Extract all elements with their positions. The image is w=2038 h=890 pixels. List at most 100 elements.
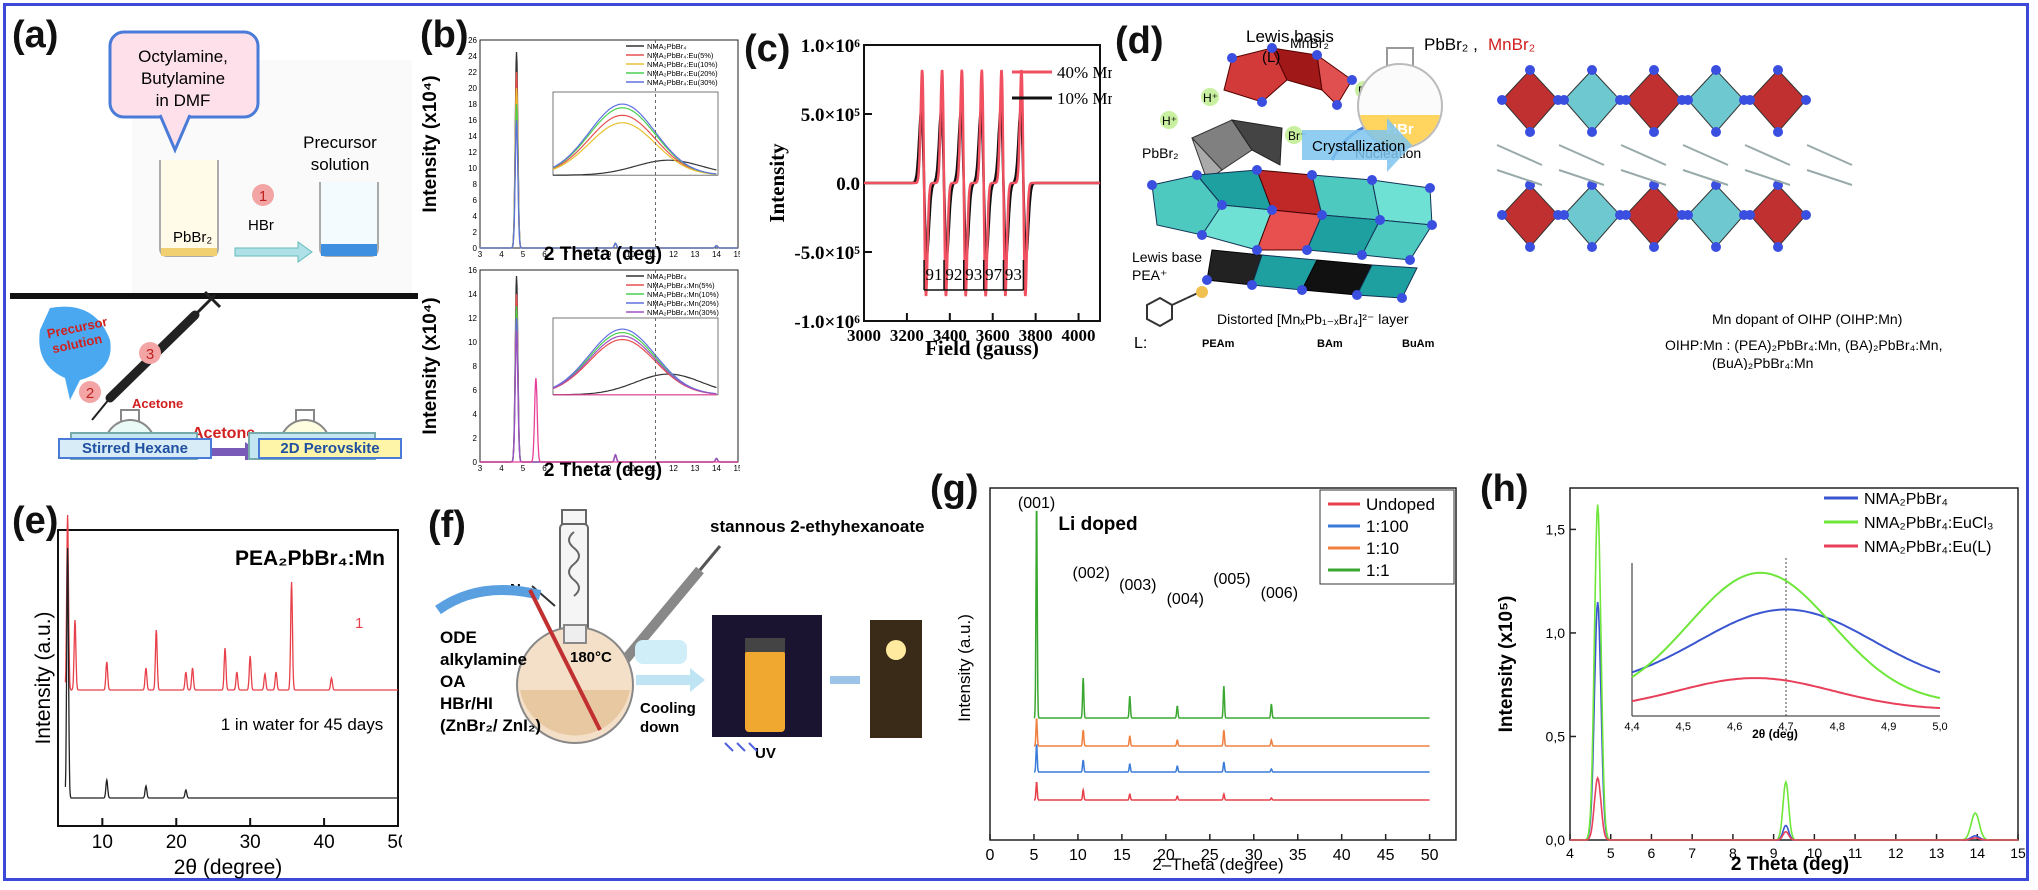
b-inset-series: [553, 159, 717, 176]
organic-spacer: [1682, 169, 1729, 186]
h-ytick-label: 0,0: [1546, 832, 1566, 848]
h-inset-xtick: 4,4: [1624, 721, 1639, 733]
g-xtick-label: 45: [1377, 847, 1395, 864]
g-xtick-label: 15: [1113, 847, 1131, 864]
br-atom: [1649, 127, 1659, 137]
panel-a-schematic: Octylamine, Butylamine in DMF PbBr₂ 1 HB…: [10, 30, 418, 471]
f-uv: UV: [755, 745, 776, 762]
panel-c-label: (c): [744, 28, 791, 70]
b-xtick-label: 13: [691, 250, 700, 259]
b-ytick-label: 12: [468, 314, 477, 323]
h-inset-xtick: 4,6: [1727, 721, 1742, 733]
step-2-badge: 2: [86, 385, 94, 402]
d-lewis-L: (L): [1262, 49, 1280, 66]
c-legend-40: 40% Mn: [1057, 63, 1112, 82]
br-atom: [1745, 210, 1755, 220]
b-xtick-label: 14: [712, 250, 721, 259]
pb-octahedron: [1563, 184, 1621, 248]
d-distorted-label: Distorted [MnₓPb₁₋ₓBr₄]²⁻ layer: [1217, 311, 1409, 327]
br-atom: [1559, 95, 1569, 105]
bubble-line-2: Butylamine: [141, 69, 225, 88]
h-legend-0: NMA₂PbBr₄: [1864, 491, 1948, 508]
c-ytick-label: 1.0×10⁶: [801, 36, 861, 57]
mn-octahedron: [1749, 184, 1807, 248]
d-buam: BuAm: [1402, 338, 1435, 350]
g-xtick-label: 35: [1289, 847, 1307, 864]
f-cooling-2: down: [640, 719, 679, 736]
h-series-2: [1570, 775, 2018, 841]
b-xtick-label: 3: [478, 464, 483, 473]
b-legend-label: NMA₂PbBr₄:Mn(10%): [647, 290, 719, 299]
organic-spacer: [1744, 144, 1791, 166]
product-label-1: Precursor: [303, 133, 377, 152]
h-inset-xtick: 5,0: [1932, 721, 1947, 733]
d-pea: PEA⁺: [1132, 267, 1167, 283]
organic-spacer: [1558, 144, 1605, 166]
organic-spacer: [1496, 144, 1543, 166]
oihp-mn-structure: [1496, 65, 1853, 252]
c-legend-10: 10% Mn: [1057, 89, 1112, 108]
b-xtick-label: 9: [607, 464, 612, 473]
br-atom: [1525, 242, 1535, 252]
b-inset-frame: [552, 91, 719, 176]
b-xtick-label: 11: [648, 250, 657, 259]
b-legend-label: NMA₂PbBr₄:Eu(30%): [647, 78, 718, 87]
br-atom: [1621, 95, 1631, 105]
h-ytick-label: 1,0: [1546, 625, 1566, 641]
panel-h-chart: 0,0 0,5 1,0 1,5 4 5 6 7 8 9 10 11 12 13 14 15 4,4 4,5 4,6 4…: [1496, 487, 2026, 875]
g-xtick-label: 50: [1421, 847, 1439, 864]
panel-g-chart: 0 5 10 15 20 25 30 35 40 45 50 (001) (002) (003) (004)…: [955, 487, 1457, 874]
d-bam: BAm: [1317, 338, 1343, 350]
h-inset-xtick: 4,9: [1881, 721, 1896, 733]
h-ytick-label: 0,5: [1546, 728, 1566, 744]
d-lewis-base: Lewis base: [1132, 249, 1202, 265]
br-atom: [1587, 65, 1597, 75]
f-list-2: OA: [440, 672, 466, 691]
b-legend-label: NMA₂PbBr₄:Eu(20%): [647, 69, 718, 78]
mnbr2-octahedra: [1223, 43, 1357, 110]
f-reagent-list: ODE alkylamine OA HBr/HI (ZnBr₂/ ZnI₂): [440, 628, 541, 735]
h-inset-series-2: [1631, 677, 1941, 710]
b-xtick-label: 13: [691, 464, 700, 473]
c-ytick-label: -5.0×10⁵: [794, 243, 860, 264]
h-legend: NMA₂PbBr₄ NMA₂PbBr₄:EuCl₃ NMA₂PbBr₄:Eu(L…: [1824, 491, 1994, 556]
d-crystallization: Crystallization: [1312, 138, 1405, 155]
c-xtick-label: 3800: [1019, 326, 1053, 345]
g-series-1: [1033, 744, 1430, 773]
g-xtick-label: 30: [1245, 847, 1263, 864]
b-bottom-xlabel: 2 Theta (deg): [544, 460, 662, 480]
g-legend: Undoped 1:100 1:10 1:1: [1319, 489, 1455, 585]
c-spacing-label: 93: [1005, 265, 1022, 284]
h-xtick-label: 7: [1688, 845, 1696, 861]
c-xtick-label: 3200: [890, 326, 924, 345]
pbbr2-label: PbBr₂: [173, 229, 212, 246]
mn-octahedron: [1749, 69, 1807, 133]
acetone-small-label: Acetone: [132, 396, 183, 411]
distorted-layer: [1147, 165, 1437, 303]
b-xtick-label: 3: [478, 250, 483, 259]
br-atom: [1745, 95, 1755, 105]
d-formula-1: OIHP:Mn : (PEA)₂PbBr₄:Mn, (BA)₂PbBr₄:Mn,: [1665, 337, 1942, 353]
g-peak-label: (003): [1119, 577, 1156, 594]
g-legend-2: 1:10: [1366, 539, 1399, 558]
g-xtick-label: 5: [1030, 847, 1039, 864]
b-ytick-label: 10: [468, 164, 477, 173]
h-xtick-label: 4: [1566, 845, 1574, 861]
panel-e-label: (e): [12, 500, 59, 542]
h-legend-2: NMA₂PbBr₄:Eu(L): [1864, 539, 1991, 556]
e-xtick-label: 30: [240, 832, 261, 853]
pea-molecule: [1146, 286, 1208, 328]
b-legend-label: NMA₂PbBr₄: [647, 272, 686, 281]
b-xtick-label: 12: [669, 464, 678, 473]
organic-spacer: [1620, 169, 1667, 186]
c-spacing-label: 92: [945, 265, 962, 284]
b-ytick-label: 22: [468, 68, 477, 77]
mn-octahedron: [1501, 184, 1559, 248]
b-xtick-label: 14: [712, 464, 721, 473]
b-xtick-label: 4: [499, 250, 504, 259]
c-series-40: [864, 69, 1100, 297]
b-ytick-label: 2: [473, 434, 478, 443]
b-xtick-label: 11: [648, 464, 657, 473]
condenser-icon: [559, 509, 589, 635]
